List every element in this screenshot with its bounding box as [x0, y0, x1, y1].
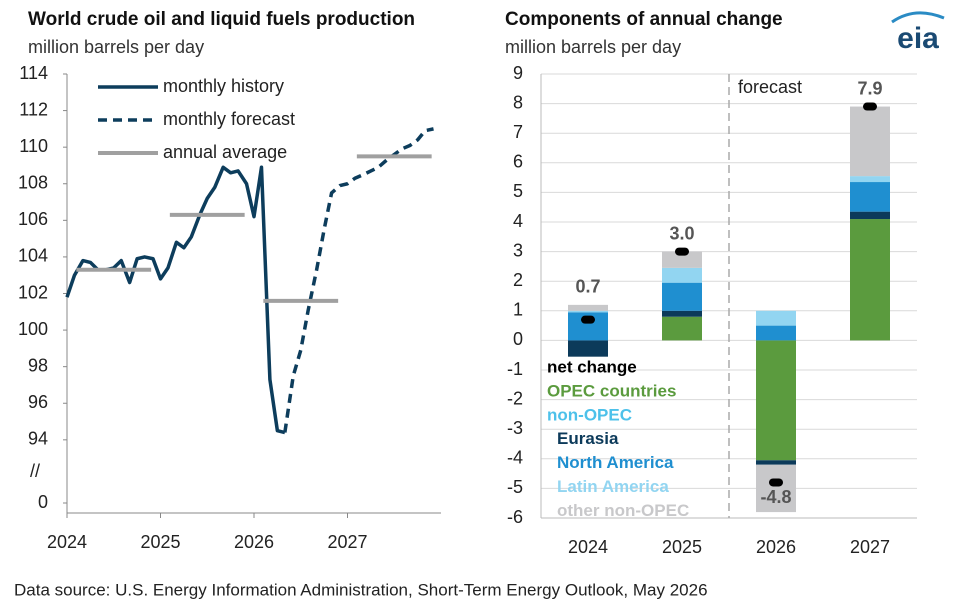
bar-segment [756, 340, 796, 461]
x-tick-label: 2025 [662, 537, 702, 557]
legend-label: North America [557, 453, 674, 472]
logo-arc [891, 11, 945, 24]
y-tick-label: -5 [507, 477, 523, 497]
y-tick-label: 102 [18, 282, 48, 302]
x-tick-label: 2024 [568, 537, 608, 557]
data-label: 3.0 [669, 223, 694, 243]
legend-label: other non-OPEC [557, 501, 689, 520]
x-tick-label: 2027 [850, 537, 890, 557]
bar-segment [850, 176, 890, 183]
y-tick-label: 1 [513, 300, 523, 320]
logo: eia [897, 22, 939, 55]
x-tick-label: 2027 [327, 532, 367, 552]
annotation: forecast [738, 77, 802, 97]
data-label: -4.8 [760, 487, 791, 507]
net-change-marker [769, 478, 783, 487]
y-tick-label: 96 [28, 392, 48, 412]
y-tick-label: 94 [28, 429, 48, 449]
bar-segment [756, 464, 796, 513]
bar-segment [662, 251, 702, 268]
data-label: 0.7 [575, 277, 600, 297]
x-tick-label: 2024 [47, 532, 87, 552]
net-change-marker [863, 102, 877, 111]
chart-subtitle: million barrels per day [505, 37, 681, 57]
y-tick-label: 2 [513, 270, 523, 290]
bar-segment [662, 310, 702, 317]
y-tick-label: 100 [18, 319, 48, 339]
legend-label: annual average [163, 142, 287, 162]
bar-segment [850, 106, 890, 177]
bar-segment [662, 282, 702, 311]
chart-title: Components of annual change [505, 9, 783, 30]
y-tick-label: -3 [507, 418, 523, 438]
y-tick-label: 112 [19, 99, 48, 119]
y-tick-label: 8 [513, 92, 523, 112]
legend-label: monthly history [163, 76, 284, 96]
axis-break: // [30, 461, 40, 481]
y-tick-label: 3 [513, 240, 523, 260]
y-tick-label: 106 [18, 209, 48, 229]
y-tick-label: -4 [507, 448, 523, 468]
y-tick-label: 6 [513, 152, 523, 172]
bar-segment [850, 182, 890, 212]
legend-label: monthly forecast [163, 109, 295, 129]
y-tick-label: 5 [513, 181, 523, 201]
bar-segment [662, 316, 702, 341]
legend-group: non-OPEC [547, 405, 632, 424]
y-tick-label: 0 [513, 329, 523, 349]
bar-segment [662, 267, 702, 283]
bar-segment [756, 310, 796, 326]
bar-segment [756, 460, 796, 465]
y-tick-label: 104 [18, 246, 48, 266]
y-tick-label: 4 [513, 211, 523, 231]
history-line [65, 165, 286, 435]
source-note: Data source: U.S. Energy Information Adm… [14, 580, 708, 599]
net-change-marker [581, 315, 595, 324]
legend-label: Latin America [557, 477, 669, 496]
bar-segment [850, 219, 890, 341]
bar-segment [568, 310, 608, 313]
x-tick-label: 2026 [756, 537, 796, 557]
net-change-marker [675, 247, 689, 256]
data-label: 7.9 [857, 78, 882, 98]
bar-segment [756, 325, 796, 341]
y-tick-label: 7 [513, 122, 523, 142]
bar-segment [850, 211, 890, 220]
bar-segment [568, 304, 608, 311]
y-tick-label: 9 [513, 63, 523, 83]
bar-segment [568, 340, 608, 357]
x-tick-label: 2025 [140, 532, 180, 552]
legend-label: Eurasia [557, 429, 619, 448]
y-tick-label: -2 [507, 388, 523, 408]
y-tick-label: 0 [38, 492, 48, 512]
y-tick-label: -1 [507, 359, 523, 379]
y-tick-label: -6 [507, 507, 523, 527]
x-tick-label: 2026 [234, 532, 274, 552]
y-tick-label: 108 [18, 173, 48, 193]
chart-title: World crude oil and liquid fuels product… [28, 9, 415, 30]
chart-subtitle: million barrels per day [28, 37, 204, 57]
legend-label: net change [547, 357, 637, 376]
legend-label: OPEC countries [547, 381, 676, 400]
y-tick-label: 98 [28, 355, 48, 375]
y-tick-label: 114 [19, 63, 48, 83]
forecast-line [283, 127, 434, 433]
y-tick-label: 110 [19, 136, 48, 156]
